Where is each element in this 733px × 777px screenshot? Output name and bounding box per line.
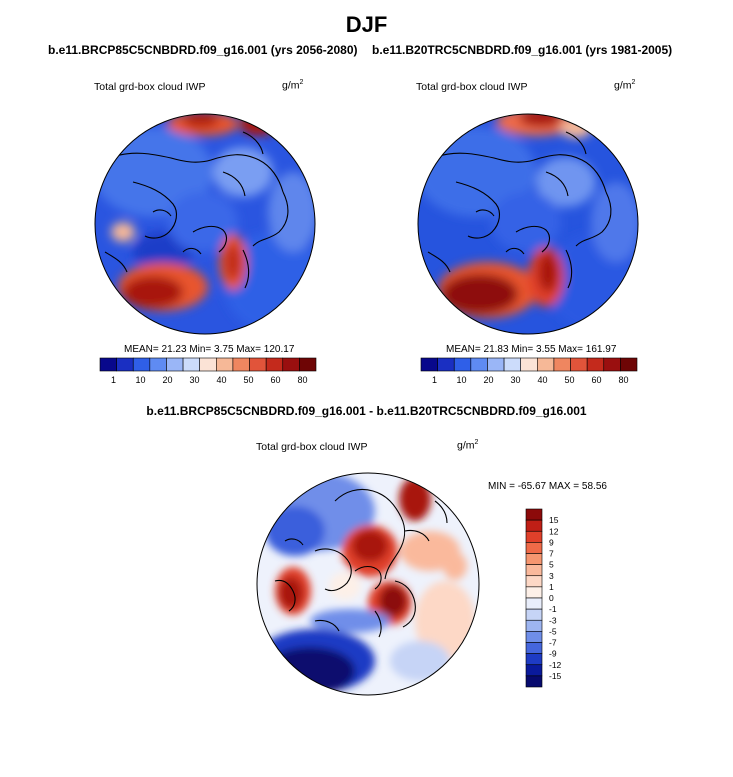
colorbar-cell <box>525 675 543 688</box>
colorbar-tick-label: 15 <box>549 515 559 525</box>
colorbar-cell <box>525 586 543 599</box>
colorbar-tick-label: 7 <box>549 549 554 559</box>
colorbar-cell <box>525 530 543 543</box>
colorbar-tick-label: 10 <box>135 375 145 385</box>
colorbar-cell <box>116 357 134 372</box>
colorbar-cell <box>570 357 588 372</box>
right-panel-label: Total grd-box cloud IWP <box>416 81 528 93</box>
colorbar-tick-label: 30 <box>189 375 199 385</box>
colorbar-cell <box>132 357 151 372</box>
colorbar-cell <box>149 357 167 372</box>
colorbar-tick-label: 0 <box>549 593 554 603</box>
colorbar-cell <box>503 357 521 372</box>
colorbar-cell <box>525 664 543 677</box>
right-stats: MEAN= 21.83 Min= 3.55 Max= 161.97 <box>446 344 617 355</box>
colorbar-cell <box>470 357 488 372</box>
difference-units: g/m2 <box>457 439 479 452</box>
right-polar-map <box>417 113 639 335</box>
left-colorbar: 1 10 20 30 40 50 60 80 <box>99 357 317 385</box>
colorbar-cell <box>525 575 543 588</box>
left-stats: MEAN= 21.23 Min= 3.75 Max= 120.17 <box>124 344 295 355</box>
colorbar-cell <box>525 597 543 610</box>
colorbar-tick-label: 3 <box>549 571 554 581</box>
colorbar-tick-label: 20 <box>483 375 493 385</box>
colorbar-cell <box>166 357 184 372</box>
colorbar-cell <box>282 357 300 372</box>
colorbar-tick-label: 12 <box>549 526 559 536</box>
colorbar-tick-label: -12 <box>549 660 562 670</box>
colorbar-tick-label: 50 <box>564 375 574 385</box>
colorbar-cell <box>525 653 543 666</box>
colorbar-cell <box>216 357 234 372</box>
colorbar-cell <box>620 357 638 372</box>
colorbar-cell <box>525 542 543 554</box>
colorbar-cell <box>537 357 555 372</box>
colorbar-tick-label: 40 <box>537 375 547 385</box>
colorbar-cell <box>232 357 250 372</box>
colorbar-cell <box>249 357 267 372</box>
colorbar-tick-label: 10 <box>456 375 466 385</box>
main-title: DJF <box>345 12 388 37</box>
left-polar-map <box>94 113 316 335</box>
colorbar-tick-label: 60 <box>591 375 601 385</box>
colorbar-tick-label: 5 <box>549 560 554 570</box>
colorbar-tick-label: 9 <box>549 537 554 547</box>
colorbar-tick-label: -7 <box>549 638 557 648</box>
colorbar-tick-label: -5 <box>549 626 557 636</box>
colorbar-tick-label: 20 <box>162 375 172 385</box>
colorbar-cell <box>265 357 284 372</box>
colorbar-tick-label: -3 <box>549 615 557 625</box>
colorbar-cell <box>525 608 543 621</box>
colorbar-cell <box>525 642 543 654</box>
colorbar-tick-label: 50 <box>243 375 253 385</box>
difference-title: b.e11.BRCP85C5CNBDRD.f09_g16.001 - b.e11… <box>146 404 587 418</box>
colorbar-cell <box>420 357 438 372</box>
colorbar-cell <box>520 357 538 372</box>
colorbar-cell <box>299 357 317 372</box>
colorbar-tick-label: 1 <box>549 582 554 592</box>
colorbar-cell <box>553 357 571 372</box>
right-colorbar: 1 10 20 30 40 50 60 80 <box>420 357 638 385</box>
colorbar-cell <box>525 564 543 577</box>
difference-panel-label: Total grd-box cloud IWP <box>256 441 368 453</box>
colorbar-tick-label: 60 <box>270 375 280 385</box>
right-case-title: b.e11.B20TRC5CNBDRD.f09_g16.001 (yrs 198… <box>372 43 673 57</box>
colorbar-tick-label: -9 <box>549 649 557 659</box>
colorbar-tick-label: 80 <box>297 375 307 385</box>
colorbar-tick-label: -15 <box>549 671 562 681</box>
colorbar-tick-label: 80 <box>618 375 628 385</box>
colorbar-cell <box>603 357 621 372</box>
colorbar-cell <box>525 619 543 632</box>
colorbar-cell <box>453 357 472 372</box>
colorbar-cell <box>99 357 117 372</box>
left-case-title: b.e11.BRCP85C5CNBDRD.f09_g16.001 (yrs 20… <box>48 43 358 57</box>
colorbar-cell <box>182 357 200 372</box>
colorbar-tick-label: 1 <box>432 375 437 385</box>
colorbar-tick-label: 40 <box>216 375 226 385</box>
left-units: g/m2 <box>282 79 304 92</box>
colorbar-cell <box>525 519 543 532</box>
colorbar-tick-label: 1 <box>111 375 116 385</box>
colorbar-tick-label: -1 <box>549 604 557 614</box>
colorbar-cell <box>437 357 455 372</box>
colorbar-cell <box>586 357 605 372</box>
colorbar-cell <box>525 553 543 565</box>
colorbar-cell <box>525 508 543 521</box>
colorbar-cell <box>199 357 217 372</box>
right-units: g/m2 <box>614 79 636 92</box>
difference-minmax: MIN = -65.67 MAX = 58.56 <box>488 481 607 492</box>
colorbar-cell <box>487 357 505 372</box>
colorbar-cell <box>525 631 543 643</box>
left-panel-label: Total grd-box cloud IWP <box>94 81 206 93</box>
colorbar-tick-label: 30 <box>510 375 520 385</box>
difference-polar-map <box>256 472 480 696</box>
